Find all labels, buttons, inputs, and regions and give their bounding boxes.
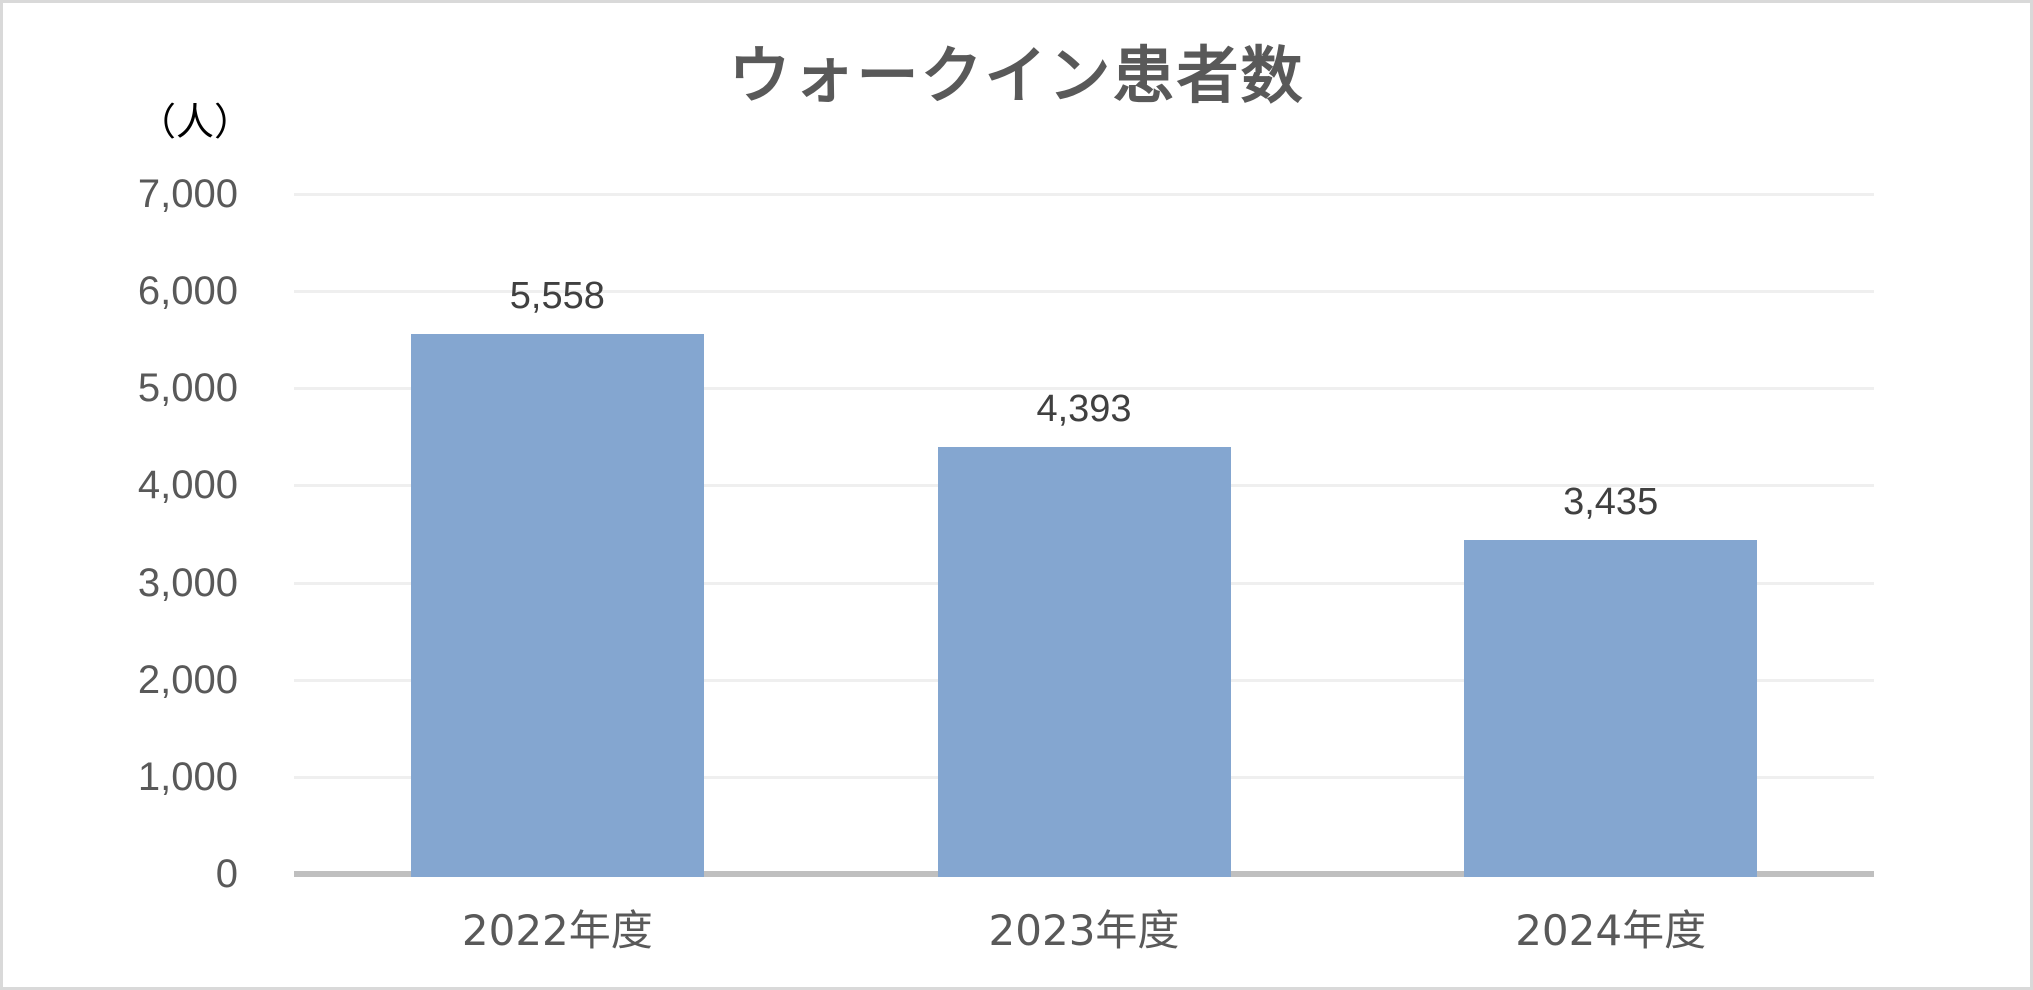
y-tick-label: 4,000: [137, 463, 238, 508]
gridline: [294, 193, 1874, 196]
gridline: [294, 387, 1874, 391]
y-tick-label: 3,000: [137, 560, 238, 605]
y-tick-label: 7,000: [137, 172, 238, 216]
y-tick-label: 0: [215, 852, 238, 896]
data-label: 5,558: [509, 275, 605, 318]
y-tick-label: 6,000: [137, 269, 238, 314]
chart-title: ウォークイン患者数: [728, 39, 1305, 112]
x-tick-label: 2024年度: [1515, 906, 1707, 955]
y-tick-label: 2,000: [137, 657, 238, 702]
bar-2024年度[interactable]: [1464, 540, 1758, 877]
gridline: [294, 290, 1874, 294]
bar-2023年度[interactable]: [937, 447, 1231, 877]
data-label: 3,435: [1563, 481, 1659, 524]
data-label: 4,393: [1036, 388, 1132, 431]
x-tick-label: 2023年度: [988, 906, 1180, 955]
y-tick-label: 5,000: [137, 366, 238, 411]
bar-2022年度[interactable]: [410, 334, 704, 877]
y-axis-unit-label: （人）: [138, 100, 253, 144]
y-tick-label: 1,000: [137, 754, 238, 799]
x-tick-label: 2022年度: [461, 906, 653, 955]
